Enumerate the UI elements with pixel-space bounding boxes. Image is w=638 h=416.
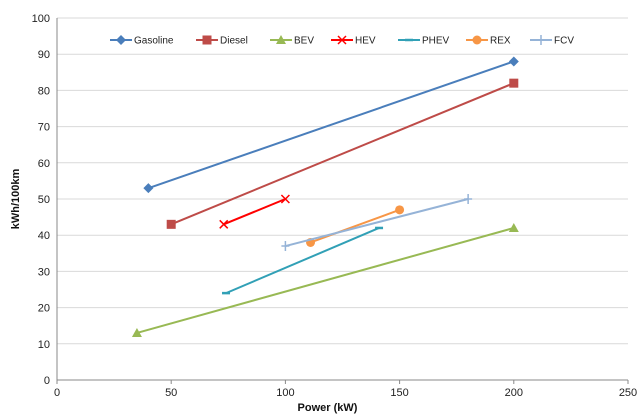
series-diesel: [166, 78, 519, 229]
x-tick-200: 200: [505, 387, 523, 399]
series-line-fcv: [285, 198, 469, 248]
legend-item-phev: PHEV: [398, 36, 450, 47]
y-tick-50: 50: [38, 194, 50, 206]
legend-marker-gasoline: [116, 35, 126, 45]
legend-item-fcv: FCV: [530, 35, 574, 47]
series-gasoline: [143, 56, 519, 194]
series-line-hev: [223, 198, 286, 226]
data-point-fcv-1: [464, 194, 473, 204]
y-tick-60: 60: [38, 158, 50, 170]
legend-marker-hev: [337, 35, 347, 45]
legend-label-fcv: FCV: [554, 36, 574, 47]
y-tick-80: 80: [38, 85, 50, 97]
y-tick-0: 0: [44, 375, 50, 387]
data-point-bev-1: [508, 222, 519, 232]
legend-label-phev: PHEV: [422, 36, 450, 47]
y-tick-labels: 0 10 20 30 40 50 60 70 80 90 100: [32, 13, 50, 387]
legend-marker-diesel: [202, 35, 212, 45]
series-line-phev: [225, 227, 380, 295]
data-point-bev-0: [131, 327, 142, 337]
data-point-hev-1: [280, 194, 290, 204]
series-line-bev: [136, 226, 515, 334]
legend-marker-rex: [472, 35, 482, 45]
data-point-gasoline-1: [508, 56, 519, 67]
legend-item-diesel: Diesel: [196, 35, 248, 47]
legend-label-diesel: Diesel: [220, 36, 248, 47]
x-tick-0: 0: [54, 387, 60, 399]
y-tick-10: 10: [38, 339, 50, 351]
legend: Gasoline Diesel BEV HEV PHEV REX FCV: [110, 35, 574, 47]
legend-item-bev: BEV: [270, 35, 314, 47]
y-tick-20: 20: [38, 303, 50, 315]
grid-lines: [57, 17, 628, 345]
series-line-diesel: [170, 82, 515, 226]
legend-item-gasoline: Gasoline: [110, 35, 174, 47]
y-tick-100: 100: [32, 13, 50, 25]
series-rex: [306, 205, 405, 247]
series-fcv: [281, 194, 473, 252]
series-phev: [222, 226, 384, 295]
series-line-gasoline: [148, 60, 515, 190]
data-point-diesel-0: [166, 219, 176, 229]
x-tick-250: 250: [619, 387, 637, 399]
data-point-rex-1: [395, 205, 405, 215]
series-hev: [219, 194, 290, 229]
x-tick-50: 50: [165, 387, 177, 399]
axes: [56, 18, 629, 384]
legend-marker-fcv: [537, 35, 545, 45]
data-point-gasoline-0: [143, 183, 154, 194]
legend-label-bev: BEV: [294, 36, 314, 47]
data-point-fcv-0: [281, 241, 290, 252]
series-line-rex: [310, 208, 400, 244]
y-axis-title: kWh/100km: [10, 169, 22, 230]
legend-label-rex: REX: [490, 36, 511, 47]
x-tick-labels: 0 50 100 150 200 250: [54, 387, 637, 399]
data-point-hev-0: [219, 219, 229, 229]
data-point-diesel-1: [509, 78, 519, 88]
legend-item-rex: REX: [466, 35, 511, 47]
x-axis-title: Power (kW): [298, 402, 358, 414]
legend-label-hev: HEV: [355, 36, 376, 47]
y-tick-70: 70: [38, 122, 50, 134]
series-bev: [131, 222, 519, 337]
x-tick-150: 150: [390, 387, 408, 399]
x-tick-100: 100: [276, 387, 294, 399]
legend-item-hev: HEV: [331, 35, 376, 47]
y-tick-40: 40: [38, 230, 50, 242]
y-tick-90: 90: [38, 49, 50, 61]
legend-marker-bev: [276, 35, 286, 44]
series: [131, 56, 519, 337]
legend-label-gasoline: Gasoline: [134, 36, 174, 47]
y-tick-30: 30: [38, 266, 50, 278]
